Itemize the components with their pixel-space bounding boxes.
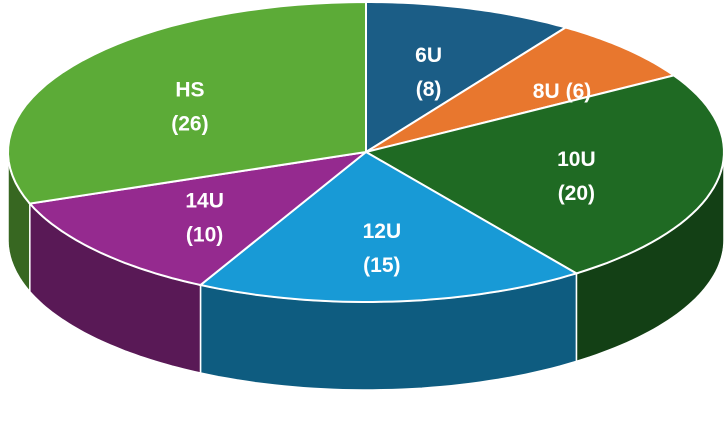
slice-label: 12U (15): [363, 220, 402, 277]
value-label: (8): [416, 78, 442, 101]
slice-label: 10U (20): [557, 148, 596, 205]
value-label: (20): [558, 182, 595, 205]
pie-slice: [365, 26, 677, 153]
category-label: 8U: [533, 80, 560, 103]
pie-slice: [6, 0, 367, 205]
pie-slice: [27, 150, 370, 287]
slice-label: 14U (10): [185, 189, 224, 246]
value-label: (6): [566, 80, 592, 103]
category-label: 6U: [415, 44, 442, 67]
pie-slice: [198, 150, 579, 303]
value-label: (10): [186, 223, 223, 246]
category-label: 14U: [185, 189, 224, 212]
category-label: 12U: [363, 220, 402, 243]
value-label: (26): [171, 112, 208, 135]
category-label: HS: [175, 78, 204, 101]
slice-label: 6U (8): [415, 44, 442, 101]
slice-label: 8U (6): [533, 80, 592, 103]
slice-label: HS (26): [171, 78, 208, 135]
pie-slice: [365, 1, 569, 154]
value-label: (15): [363, 254, 400, 277]
category-label: 10U: [557, 148, 596, 171]
pie-slice: [363, 74, 725, 275]
